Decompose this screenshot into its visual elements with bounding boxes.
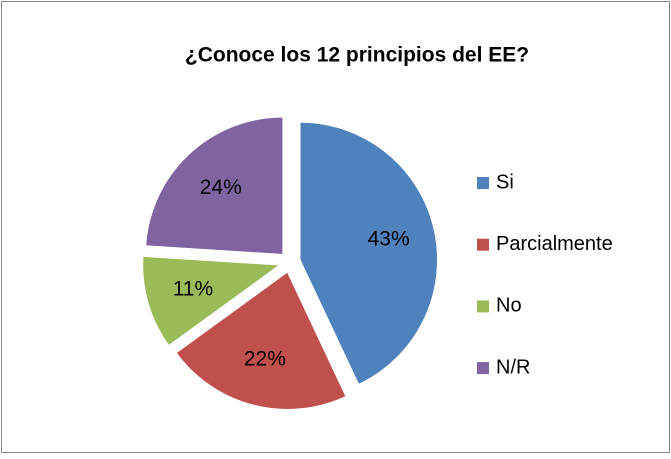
legend-label: Si — [496, 171, 514, 193]
data-label: 22% — [244, 347, 286, 370]
pie-slice — [299, 121, 439, 386]
legend-swatch — [477, 177, 489, 189]
pie-slice — [174, 270, 348, 411]
data-label: 24% — [200, 176, 242, 199]
data-label: 11% — [173, 278, 213, 301]
pie-slice — [141, 255, 283, 347]
data-label: 43% — [368, 227, 410, 250]
legend-label: No — [496, 295, 522, 317]
legend-label: Parcialmente — [496, 233, 613, 255]
chart-title: ¿Conoce los 12 principios del EE? — [185, 44, 529, 67]
legend-label: N/R — [496, 356, 530, 378]
legend-swatch — [477, 238, 489, 251]
legend-swatch — [477, 362, 489, 375]
legend-swatch — [477, 300, 489, 313]
pie-slice — [144, 115, 284, 256]
